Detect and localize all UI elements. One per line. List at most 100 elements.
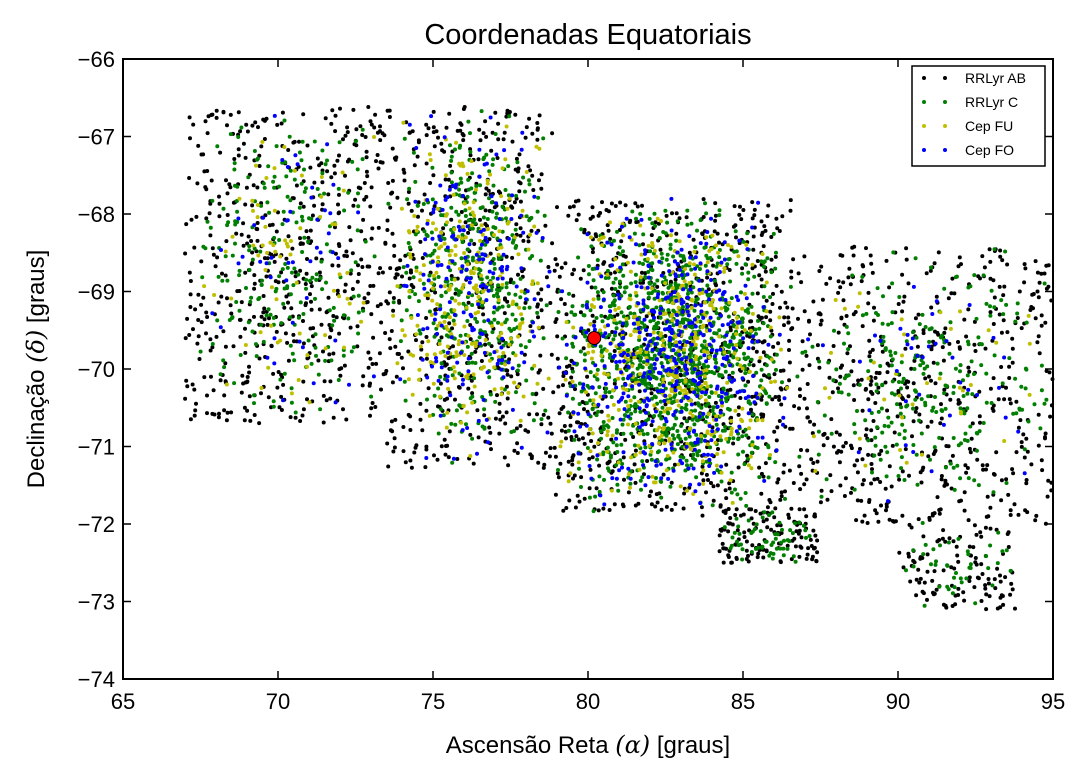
- data-point: [563, 261, 568, 266]
- data-point: [306, 235, 311, 240]
- data-point: [496, 283, 501, 288]
- data-point: [728, 478, 733, 483]
- data-point: [209, 374, 213, 379]
- data-point: [337, 140, 342, 145]
- data-point: [978, 420, 982, 425]
- data-point: [988, 259, 993, 264]
- data-point: [270, 222, 275, 227]
- data-point: [621, 417, 626, 422]
- data-point: [235, 209, 240, 214]
- data-point: [490, 209, 495, 214]
- data-point: [762, 373, 766, 378]
- data-point: [194, 401, 198, 406]
- data-point: [758, 529, 763, 534]
- data-point: [961, 378, 965, 383]
- data-point: [361, 300, 366, 305]
- data-point: [336, 263, 341, 268]
- data-point: [188, 292, 193, 297]
- data-point: [889, 420, 894, 425]
- data-point: [668, 246, 673, 251]
- data-point: [638, 278, 643, 283]
- data-point: [867, 338, 872, 343]
- data-point: [771, 231, 776, 236]
- data-point: [439, 230, 444, 235]
- data-point: [265, 200, 270, 205]
- data-point: [360, 265, 365, 269]
- data-point: [332, 163, 337, 168]
- data-point: [290, 270, 294, 275]
- data-point: [297, 205, 302, 210]
- data-point: [452, 277, 457, 282]
- data-point: [319, 194, 324, 199]
- data-point: [564, 356, 569, 361]
- data-point: [773, 395, 778, 399]
- data-point: [476, 157, 481, 162]
- data-point: [796, 316, 800, 321]
- data-point: [353, 139, 358, 144]
- data-point: [341, 137, 345, 142]
- data-point: [655, 325, 660, 330]
- data-point: [507, 110, 512, 114]
- data-point: [948, 397, 953, 402]
- data-point: [541, 386, 546, 391]
- data-point: [496, 298, 501, 303]
- data-point: [837, 381, 842, 386]
- data-point: [770, 556, 775, 561]
- data-point: [759, 412, 764, 417]
- data-point: [431, 273, 436, 278]
- data-point: [714, 264, 719, 269]
- data-point: [452, 308, 457, 313]
- data-point: [943, 326, 948, 331]
- data-point: [896, 302, 901, 306]
- data-point: [860, 324, 865, 329]
- data-point: [537, 178, 541, 183]
- data-point: [243, 270, 248, 275]
- data-point: [407, 295, 412, 300]
- data-point: [867, 500, 872, 504]
- data-point: [786, 320, 791, 325]
- data-point: [652, 414, 657, 418]
- data-point: [803, 528, 808, 533]
- data-point: [591, 349, 596, 354]
- data-point: [561, 374, 566, 378]
- data-point: [308, 292, 312, 297]
- data-point: [266, 307, 271, 312]
- data-point: [487, 358, 492, 363]
- data-point: [739, 343, 744, 348]
- data-point: [837, 432, 842, 437]
- data-point: [943, 539, 948, 544]
- data-point: [831, 444, 836, 449]
- data-point: [715, 231, 720, 236]
- data-point: [356, 331, 361, 336]
- data-point: [855, 498, 860, 503]
- data-point: [950, 453, 955, 458]
- data-point: [465, 194, 470, 199]
- data-point: [277, 405, 282, 410]
- data-point: [575, 420, 579, 425]
- data-point: [315, 187, 320, 191]
- data-point: [458, 404, 463, 409]
- data-point: [707, 355, 712, 360]
- data-point: [327, 352, 332, 357]
- data-point: [515, 160, 520, 165]
- data-point: [508, 336, 513, 341]
- data-point: [501, 137, 506, 142]
- data-point: [774, 438, 779, 443]
- data-point: [842, 494, 847, 498]
- data-point: [632, 231, 637, 236]
- data-point: [461, 282, 466, 287]
- data-point: [1013, 319, 1018, 324]
- data-point: [983, 346, 988, 351]
- data-point: [478, 217, 482, 222]
- data-point: [986, 566, 991, 571]
- data-point: [1033, 316, 1038, 321]
- data-point: [966, 365, 971, 370]
- data-point: [570, 304, 575, 309]
- data-point: [366, 365, 371, 370]
- data-point: [911, 419, 916, 424]
- data-point: [189, 217, 194, 222]
- data-point: [555, 334, 560, 339]
- data-point: [228, 303, 233, 308]
- data-point: [199, 302, 204, 307]
- data-point: [543, 450, 548, 455]
